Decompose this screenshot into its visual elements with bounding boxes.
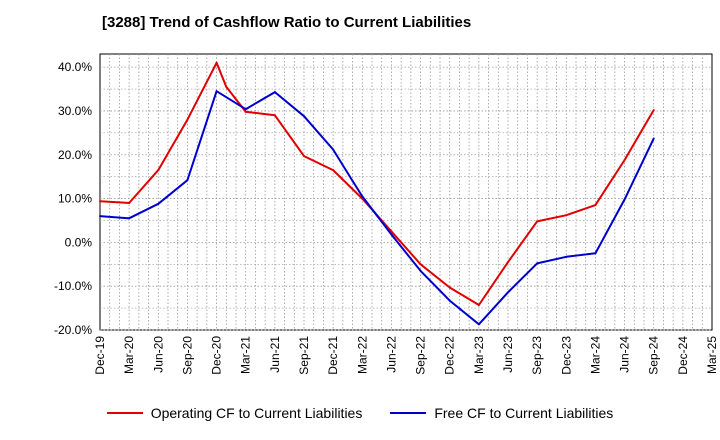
free-cf-point bbox=[507, 291, 509, 294]
operating-cf-point bbox=[332, 169, 335, 172]
free-cf-point bbox=[390, 233, 393, 236]
operating-cf-point bbox=[99, 200, 101, 203]
free-cf-point bbox=[565, 255, 568, 258]
operating-cf-point bbox=[536, 220, 539, 223]
x-tick-label: Mar-23 bbox=[472, 336, 486, 374]
legend-swatch-operating bbox=[106, 412, 143, 414]
operating-cf-point bbox=[303, 155, 305, 158]
x-tick-label: Dec-21 bbox=[326, 336, 340, 375]
y-tick-label: 10.0% bbox=[58, 192, 92, 206]
operating-cf-point bbox=[157, 169, 160, 172]
free-cf-point bbox=[419, 269, 422, 272]
operating-cf-point bbox=[244, 110, 247, 113]
operating-cf-point bbox=[186, 118, 189, 121]
free-cf-point bbox=[186, 179, 189, 182]
free-cf-point bbox=[273, 91, 276, 94]
x-tick-label: Mar-20 bbox=[122, 336, 136, 374]
operating-cf-point bbox=[565, 214, 568, 217]
x-tick-label: Jun-21 bbox=[268, 336, 282, 373]
free-cf-point bbox=[99, 215, 101, 218]
legend-item-free: Free CF to Current Liabilities bbox=[390, 405, 613, 421]
x-tick-label: Mar-22 bbox=[355, 336, 369, 374]
free-cf-point bbox=[244, 108, 247, 111]
operating-cf-point bbox=[623, 159, 626, 162]
free-cf-point bbox=[536, 262, 539, 265]
x-tick-label: Sep-21 bbox=[297, 336, 311, 375]
y-tick-label: -20.0% bbox=[54, 323, 92, 337]
operating-cf-point bbox=[273, 114, 276, 117]
x-tick-label: Sep-23 bbox=[530, 336, 544, 375]
y-tick-label: -10.0% bbox=[54, 279, 92, 293]
free-cf-point bbox=[215, 90, 218, 93]
y-tick-label: 0.0% bbox=[65, 235, 93, 249]
chart-title: [3288] Trend of Cashflow Ratio to Curren… bbox=[102, 14, 472, 31]
free-cf-point bbox=[157, 202, 160, 205]
operating-cf-point bbox=[652, 109, 655, 112]
x-tick-label: Sep-24 bbox=[647, 336, 661, 375]
free-cf-point bbox=[623, 198, 626, 201]
free-cf-point bbox=[128, 217, 131, 220]
legend-swatch-free bbox=[390, 412, 427, 414]
operating-cf-point bbox=[390, 230, 393, 233]
x-tick-label: Sep-22 bbox=[414, 336, 428, 375]
x-tick-label: Dec-24 bbox=[676, 336, 690, 375]
plot-area bbox=[99, 53, 713, 331]
operating-cf-point bbox=[419, 263, 422, 266]
y-tick-label: 30.0% bbox=[58, 104, 92, 118]
x-tick-label: Mar-24 bbox=[588, 336, 602, 374]
operating-cf-point bbox=[128, 201, 131, 204]
operating-cf-point bbox=[594, 204, 597, 207]
x-tick-label: Dec-19 bbox=[93, 336, 107, 375]
free-cf-point bbox=[477, 323, 480, 326]
operating-cf-point bbox=[225, 85, 228, 88]
x-tick-label: Dec-23 bbox=[559, 336, 573, 375]
x-tick-label: Jun-23 bbox=[501, 336, 515, 373]
x-tick-label: Jun-20 bbox=[151, 336, 165, 373]
x-tick-label: Sep-20 bbox=[180, 336, 194, 375]
legend-label-operating: Operating CF to Current Liabilities bbox=[150, 405, 363, 421]
free-cf-point bbox=[448, 299, 451, 302]
operating-cf-point bbox=[507, 261, 509, 264]
x-tick-label: Mar-25 bbox=[705, 336, 719, 374]
free-cf-point bbox=[361, 195, 364, 198]
x-tick-label: Jun-24 bbox=[618, 336, 632, 373]
free-cf-point bbox=[303, 115, 305, 118]
operating-cf-point bbox=[215, 61, 218, 64]
free-cf-point bbox=[332, 148, 335, 151]
free-cf-point bbox=[594, 252, 597, 255]
operating-cf-point bbox=[448, 286, 451, 289]
free-cf-point bbox=[351, 180, 354, 183]
legend-label-free: Free CF to Current Liabilities bbox=[434, 405, 614, 421]
legend-item-operating: Operating CF to Current Liabilities bbox=[106, 405, 363, 421]
x-tick-label: Dec-22 bbox=[443, 336, 457, 375]
y-tick-label: 40.0% bbox=[58, 60, 92, 74]
free-cf-point bbox=[652, 137, 655, 140]
legend: Operating CF to Current Liabilities Free… bbox=[0, 405, 720, 421]
y-tick-label: 20.0% bbox=[58, 148, 92, 162]
x-tick-label: Dec-20 bbox=[210, 336, 224, 375]
x-tick-label: Mar-21 bbox=[239, 336, 253, 374]
operating-cf-point bbox=[477, 304, 480, 307]
x-tick-label: Jun-22 bbox=[384, 336, 398, 373]
